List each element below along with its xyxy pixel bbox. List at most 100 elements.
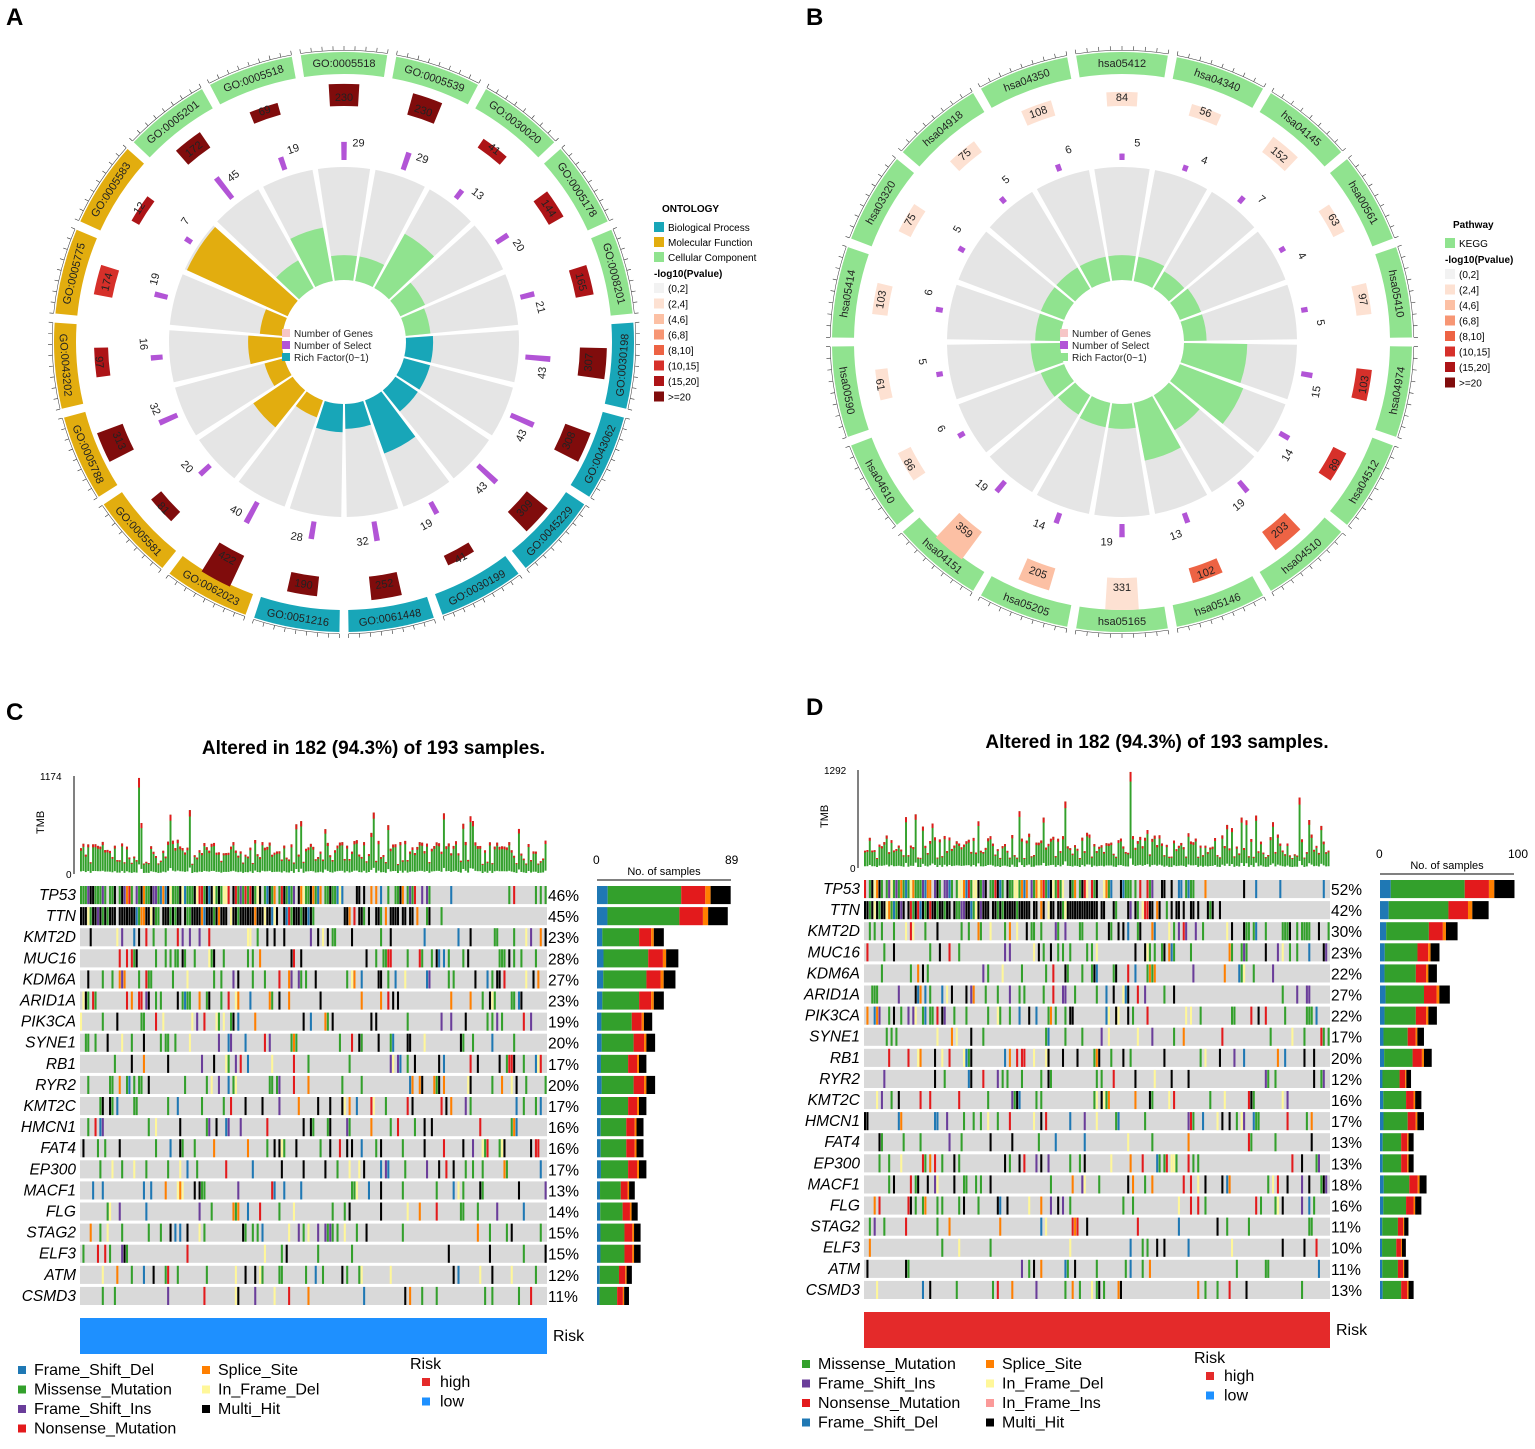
mutation-cell [125,907,129,926]
mutation-cell [118,949,121,968]
tmb-bar-top [469,816,472,823]
mutation-cell [1090,880,1094,899]
mutation-cell [924,1196,927,1215]
rich-bar [186,227,298,317]
mutation-cell [924,922,927,941]
tmb-bar [999,857,1002,867]
mutation-cell [138,1075,141,1094]
gene-percent: 10% [1331,1241,1362,1258]
mutation-cell [900,1006,903,1025]
mutation-cell [950,1027,953,1046]
mutation-cell [924,880,927,899]
risk-bar [80,1318,547,1354]
mutation-cell [181,991,184,1010]
scale-tick [1232,67,1235,72]
tmb-bar [222,853,225,872]
mutation-cell [205,1118,208,1137]
mutation-cell [1156,1154,1159,1173]
mutation-cell [326,1223,329,1242]
mutation-cell [193,1139,196,1158]
gene-bar-segment [600,1223,625,1242]
mutation-cell [1132,1196,1135,1215]
mutation-cell [1112,985,1115,1004]
mutation-cell [1308,985,1311,1004]
mutation-cell [1083,880,1086,899]
tmb-bar [147,863,150,873]
mutation-cell [936,1112,939,1131]
tmb-bar [104,850,107,872]
mutation-cell [950,880,953,899]
mutation-cell [130,886,133,905]
tmb-bar [924,845,927,866]
mutation-cell [406,949,409,968]
mutation-cell [1047,1154,1050,1173]
mutation-cell [336,886,339,905]
mutation-cell [948,1133,951,1152]
mutation-cell [984,901,987,920]
tmb-bar-top [128,857,131,860]
mutation-cell [1320,1027,1323,1046]
mutation-cell [878,1154,881,1173]
mutation-cell [1124,880,1127,899]
mutation-cell [222,886,225,905]
mutation-cell [217,886,220,905]
mutation-cell [1078,880,1081,899]
gene-percent: 15% [548,1247,579,1264]
tmb-bar-top [198,850,201,853]
gene-label: TTN [46,908,77,925]
mutation-cell [977,922,980,941]
mutation-cell [150,1181,153,1200]
mutation-cell [897,880,900,899]
mutation-cell [1049,1196,1052,1215]
gene-bar-segment [1415,1112,1418,1131]
tmb-bar-top [1284,854,1287,856]
tmb-bar [987,838,990,866]
tmb-bar-top [1269,837,1272,841]
mutation-cell [1151,1091,1154,1110]
mutation-cell [198,1181,201,1200]
legend-category-label: KEGG [1459,239,1488,250]
scale-tick [531,115,535,119]
gene-bar-segment [1404,1217,1409,1236]
tmb-bar [941,856,944,867]
legend-mutation-key [18,1424,26,1433]
mutation-cell [121,928,124,947]
mutation-cell [205,907,208,926]
select-bar [1119,523,1125,538]
mutation-cell [941,1196,944,1215]
mutation-cell [534,1054,537,1073]
gene-percent: 42% [1331,903,1362,920]
mutation-cell [1071,901,1074,920]
legend-pval-title: -log10(Pvalue) [654,269,722,280]
mutation-cell [914,985,917,1004]
mutation-cell [409,1286,412,1305]
tmb-bar [481,863,484,873]
mutation-cell [254,1286,257,1305]
scale-tick [1334,541,1339,545]
tmb-bar [1028,833,1031,865]
tmb-bar-top [203,843,206,847]
mutation-cell [135,949,138,968]
legend-mutation-key [802,1379,810,1388]
mutation-cell [1322,943,1325,962]
gene-row-bg [80,1097,547,1116]
tmb-bar [394,844,397,872]
tmb-bar [1226,824,1229,864]
mutation-cell [522,1244,525,1263]
mutation-cell [493,928,496,947]
mutation-cell [1257,1112,1260,1131]
gene-bar-segment [1421,1048,1424,1067]
term-segment [980,57,1072,108]
rich-bg [175,358,292,436]
tmb-bar-top [539,861,542,863]
mutation-cell [171,970,175,989]
tmb-bar [355,840,358,871]
scale-tick [1291,579,1294,584]
select-bar [341,141,347,161]
mutation-cell [1049,880,1052,899]
scale-tick [93,497,98,501]
mutation-cell [1204,1280,1207,1299]
mutation-cell [348,1097,351,1116]
gene-bar-segment [1380,1112,1384,1131]
tmb-bar [89,862,92,873]
